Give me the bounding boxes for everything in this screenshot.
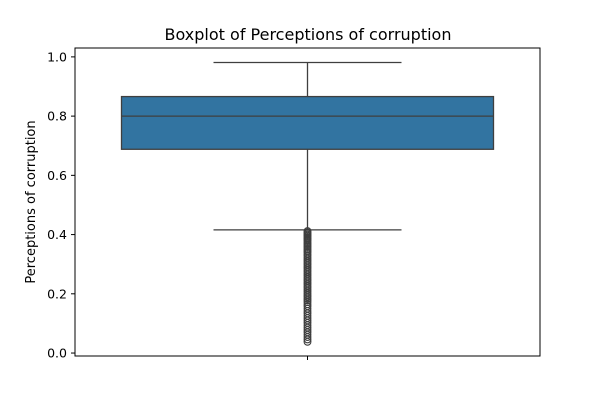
chart-title: Boxplot of Perceptions of corruption bbox=[165, 25, 452, 44]
y-tick-label: 1.0 bbox=[47, 49, 67, 64]
y-tick-label: 0.6 bbox=[47, 168, 67, 183]
y-tick-label: 0.0 bbox=[47, 346, 67, 361]
y-tick-label: 0.8 bbox=[47, 109, 67, 124]
outlier-point bbox=[303, 335, 312, 344]
iqr-box bbox=[120, 95, 495, 150]
outlier-point bbox=[303, 333, 312, 341]
y-tick-label: 0.4 bbox=[47, 227, 67, 242]
outlier-point bbox=[303, 337, 312, 346]
y-axis-label: Perceptions of corruption bbox=[24, 120, 39, 283]
y-tick-label: 0.2 bbox=[47, 286, 67, 301]
plot-area: 0.0 0.2 0.4 0.6 0.8 1.0 bbox=[47, 47, 541, 361]
